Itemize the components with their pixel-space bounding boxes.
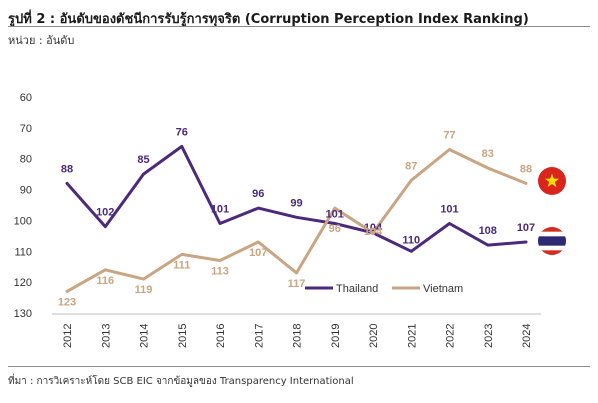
title-divider [8, 26, 590, 27]
data-label-vietnam: 104 [364, 226, 383, 238]
source-note: ที่มา : การวิเคราะห์โดย SCB EIC จากข้อมู… [8, 376, 354, 387]
legend-label: Thailand [336, 283, 378, 295]
x-tick-label: 2021 [406, 324, 418, 348]
data-label-vietnam: 113 [211, 266, 229, 278]
data-label-vietnam: 117 [288, 278, 306, 290]
x-tick-label: 2016 [215, 324, 227, 348]
x-tick-label: 2019 [330, 324, 342, 348]
y-axis: 60 70 80 90 100 110 120 130 [14, 92, 32, 320]
data-label-vietnam: 96 [329, 223, 341, 235]
series-line-thailand [65, 144, 528, 253]
y-tick-label: 70 [20, 123, 32, 135]
x-tick-label: 2015 [177, 324, 189, 348]
legend-label: Vietnam [423, 283, 463, 295]
flags [538, 167, 566, 255]
data-label-vietnam: 77 [443, 129, 455, 141]
data-label-thailand: 110 [402, 234, 420, 246]
data-label-thailand: 108 [479, 225, 497, 237]
x-tick-label: 2017 [253, 324, 265, 348]
data-label-thailand: 104 [364, 222, 383, 234]
x-tick-label: 2024 [521, 324, 533, 348]
series-lines [65, 144, 528, 293]
source-divider [8, 366, 590, 367]
legend-item-thailand: Thailand [305, 283, 378, 295]
x-tick-label: 2013 [100, 324, 112, 348]
y-tick-label: 130 [14, 308, 32, 320]
x-tick-label: 2014 [139, 324, 151, 348]
data-label-thailand: 101 [326, 209, 344, 221]
data-label-vietnam: 83 [482, 148, 494, 160]
data-label-thailand: 102 [96, 207, 114, 219]
x-tick-label: 2020 [368, 324, 380, 348]
thailand-flag-icon [538, 227, 566, 255]
x-tick-label: 2018 [292, 324, 304, 348]
data-labels: 88 102 85 76 101 96 99 101 104 110 101 108 107 123 116… [58, 126, 535, 308]
data-label-thailand: 96 [252, 188, 264, 200]
x-tick-label: 2012 [62, 324, 74, 348]
data-label-vietnam: 111 [173, 259, 190, 271]
series-line-vietnam [65, 148, 528, 293]
y-tick-label: 100 [14, 215, 32, 227]
legend: Thailand Vietnam [305, 283, 463, 295]
y-tick-label: 60 [20, 92, 32, 104]
data-label-thailand: 101 [211, 204, 229, 216]
data-label-thailand: 76 [176, 126, 188, 138]
vietnam-flag-icon [538, 167, 566, 195]
x-axis: 2012 2013 2014 2015 2016 2017 2018 2019 2020 2021… [62, 324, 533, 348]
y-tick-label: 120 [14, 277, 32, 289]
y-tick-label: 90 [20, 185, 32, 197]
unit-label: หน่วย : อันดับ [8, 34, 75, 47]
chart-title: รูปที่ 2 : อันดับของดัชนีการรับรู้การทุจ… [8, 12, 529, 27]
data-label-thailand: 85 [137, 154, 149, 166]
x-tick-label: 2023 [483, 324, 495, 348]
data-label-vietnam: 88 [520, 163, 532, 175]
data-label-vietnam: 107 [249, 247, 267, 259]
data-label-vietnam: 87 [405, 160, 417, 172]
y-tick-label: 110 [14, 246, 32, 258]
data-label-thailand: 88 [61, 163, 73, 175]
data-label-thailand: 99 [290, 197, 302, 209]
y-tick-label: 80 [20, 154, 32, 166]
legend-item-vietnam: Vietnam [392, 283, 463, 295]
data-label-vietnam: 123 [58, 296, 76, 308]
data-label-vietnam: 116 [96, 275, 114, 287]
data-label-thailand: 101 [440, 204, 458, 216]
x-tick-label: 2022 [445, 324, 457, 348]
data-label-thailand: 107 [517, 222, 535, 234]
data-label-vietnam: 119 [135, 284, 153, 296]
